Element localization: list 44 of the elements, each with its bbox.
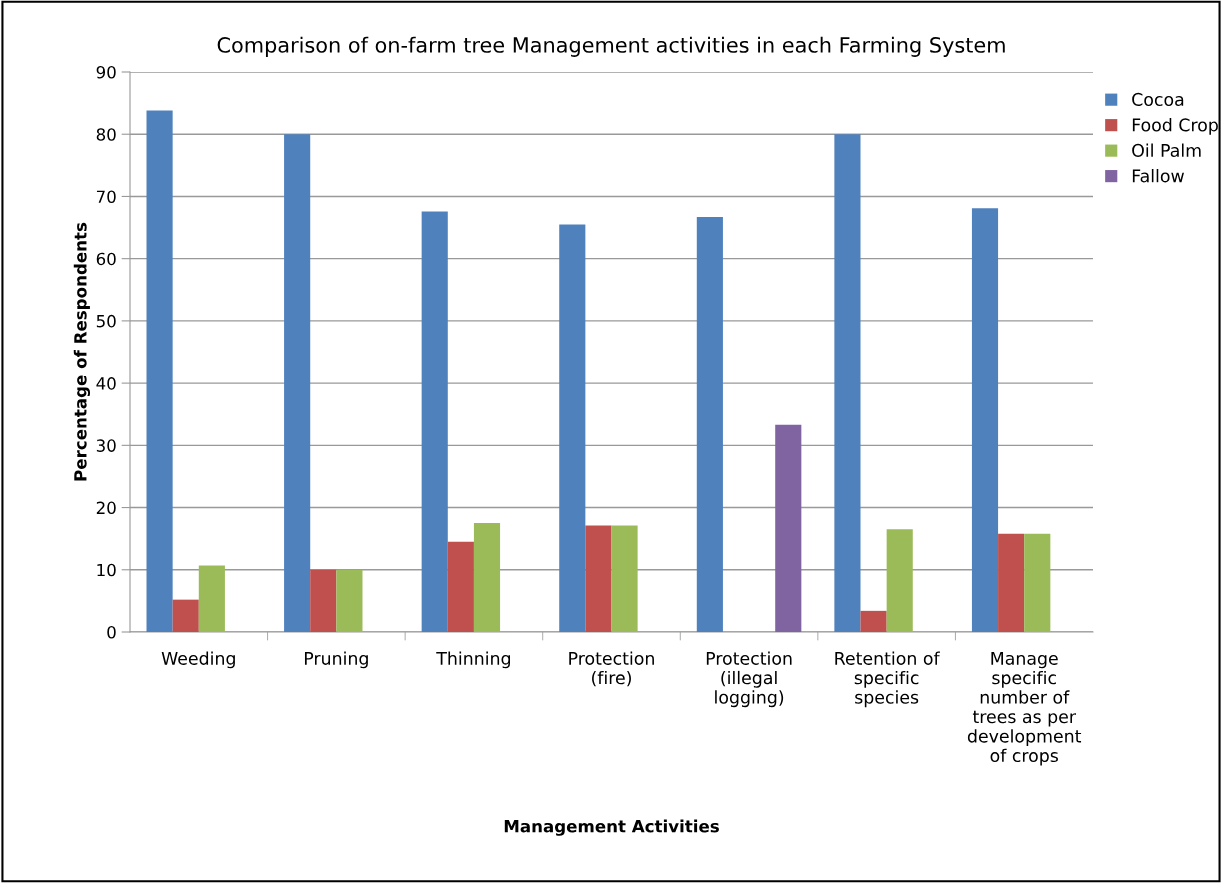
bar <box>473 523 501 632</box>
y-tick-label: 50 <box>96 314 116 328</box>
bar <box>447 541 474 632</box>
bar <box>834 134 861 632</box>
x-axis-title: Management Activities <box>504 819 719 836</box>
x-tick-label: Manage specific number of trees as per development of crops <box>967 651 1082 766</box>
bar <box>284 134 311 632</box>
y-axis-title: Percentage of Respondents <box>73 222 91 481</box>
bar <box>310 569 337 632</box>
x-tick-label: Pruning <box>304 651 368 669</box>
chart-title: Comparison of on-farm tree Management activities in each Farming System <box>217 36 1005 57</box>
x-tick-label: Thinning <box>436 651 510 669</box>
bar <box>886 529 913 632</box>
y-tick-label: 30 <box>96 439 116 452</box>
x-tick-label: Weeding <box>161 651 235 669</box>
bar <box>1024 533 1051 632</box>
bar <box>998 533 1025 632</box>
bar <box>421 211 448 632</box>
bar <box>559 224 586 632</box>
y-tick-label: 70 <box>96 190 116 204</box>
bar <box>696 216 723 632</box>
bar <box>860 610 887 632</box>
x-tick-label: Retention of specific species <box>835 651 940 708</box>
bar <box>585 525 612 632</box>
y-tick-label: 80 <box>96 128 116 141</box>
bar <box>172 599 199 632</box>
bar <box>611 525 638 632</box>
bar <box>971 208 999 632</box>
bar <box>336 569 363 632</box>
x-tick-label: Protection (illegal logging) <box>706 651 792 708</box>
bar <box>775 424 802 632</box>
y-tick-label: 60 <box>96 252 116 266</box>
y-tick-label: 10 <box>97 563 116 577</box>
y-tick-label: 20 <box>96 501 116 515</box>
bar <box>198 565 225 632</box>
legend-label: Fallow <box>1132 169 1184 183</box>
y-tick-label: 40 <box>96 377 116 390</box>
y-tick-label: 0 <box>107 625 116 639</box>
y-tick-label: 90 <box>96 65 116 79</box>
legend-label: Food Crop <box>1132 118 1218 135</box>
x-tick-label: Protection (fire) <box>569 651 654 687</box>
bar <box>146 110 173 632</box>
legend-label: Cocoa <box>1132 92 1184 106</box>
legend-label: Oil Palm <box>1132 143 1201 157</box>
